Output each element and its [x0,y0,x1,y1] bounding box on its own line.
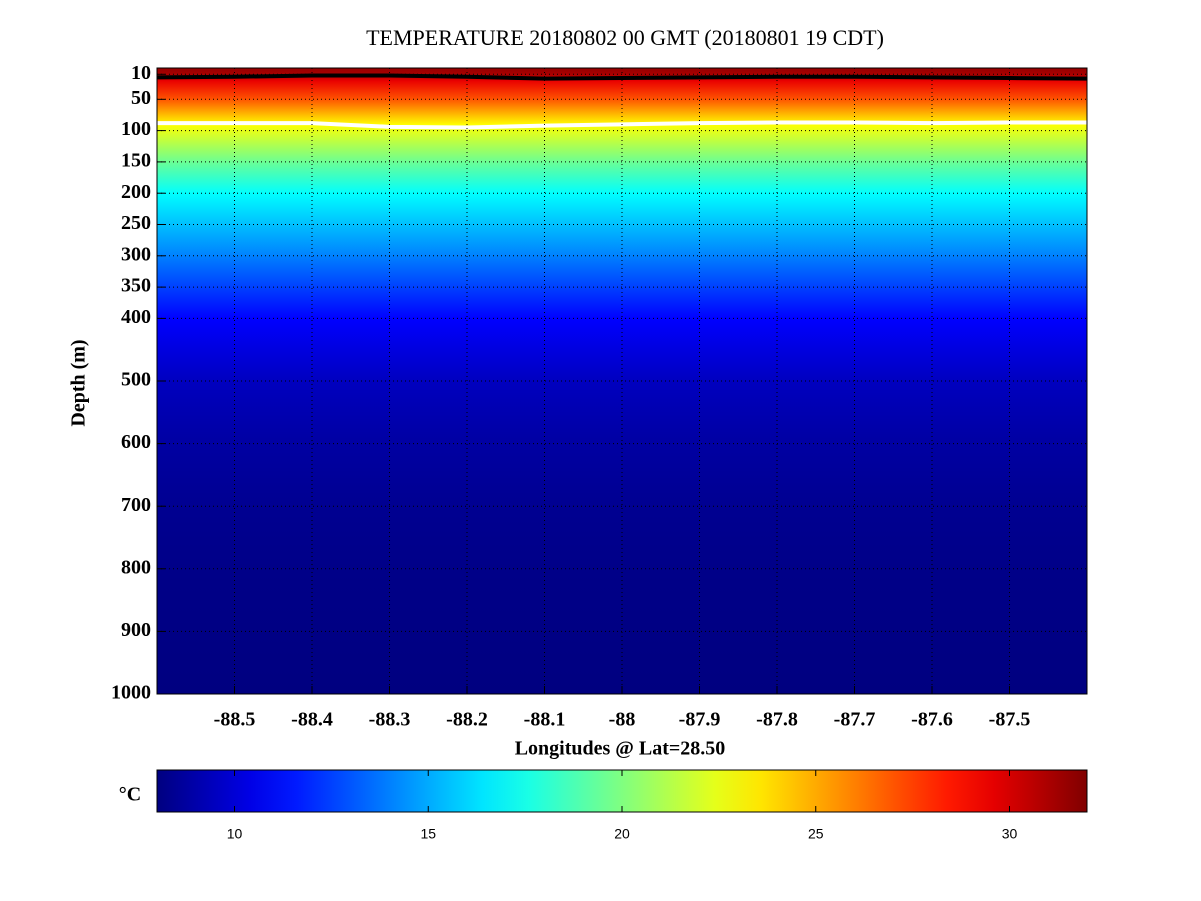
colorbar-tick-label: 25 [808,826,824,842]
x-tick-label: -87.6 [911,709,953,731]
x-tick-label: -88.4 [291,709,333,731]
y-tick-label: 400 [121,306,151,328]
temperature-band [157,68,1087,75]
temperature-band [157,80,1087,100]
contour-line [156,73,1088,81]
temperature-band [157,506,1087,570]
y-tick-label: 800 [121,556,151,578]
colorbar-tick-label: 10 [227,826,243,842]
x-tick-label: -87.7 [834,709,876,731]
y-tick-label: 250 [121,212,151,234]
y-tick-label: 700 [121,494,151,516]
colorbar-tick-label: 15 [420,826,436,842]
x-axis-label: Longitudes @ Lat=28.50 [515,738,726,760]
colorbar-tick-label: 30 [1002,826,1018,842]
y-tick-label: 150 [121,149,151,171]
overlay [156,67,1088,695]
x-tick-label: -87.9 [679,709,721,731]
temperature-band [157,287,1087,319]
temperature-band [157,193,1087,225]
x-tick-label: -88.3 [369,709,411,731]
y-tick-label: 350 [121,275,151,297]
y-tick-label: 10 [131,62,151,84]
x-tick-label: -87.5 [989,709,1031,731]
x-tick-label: -88.5 [214,709,256,731]
x-tick-label: -88.2 [446,709,488,731]
y-tick-label: 50 [131,87,151,109]
temperature-band [157,443,1087,507]
colorbar [156,769,1088,813]
y-tick-label: 600 [121,431,151,453]
x-tick-label: -88.1 [524,709,566,731]
y-tick-label: 200 [121,181,151,203]
y-tick-label: 1000 [111,682,151,704]
y-tick-label: 100 [121,118,151,140]
y-tick-label: 500 [121,369,151,391]
x-tick-label: -87.8 [756,709,798,731]
colorbar-tick-label: 20 [614,826,630,842]
temperature-band [157,255,1087,288]
y-tick-label: 900 [121,619,151,641]
plot-frame [156,67,1088,695]
x-tick-label: -88 [609,709,636,731]
y-tick-label: 300 [121,243,151,265]
y-axis-label: Depth (m) [68,339,90,426]
chart-title: TEMPERATURE 20180802 00 GMT (20180801 19… [366,25,884,50]
colorbar-label: °C [119,784,141,806]
